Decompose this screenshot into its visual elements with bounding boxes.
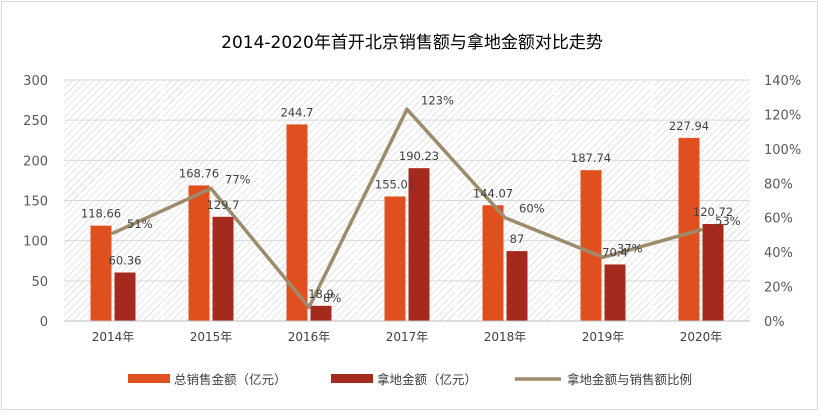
x-tick-label: 2018年 — [484, 330, 527, 344]
chart-title: 2014-2020年首开北京销售额与拿地金额对比走势 — [221, 32, 603, 53]
ratio-point — [307, 305, 311, 309]
bars-group — [90, 124, 724, 321]
land-data-label: 87 — [510, 232, 525, 246]
land-data-label: 129.7 — [207, 198, 240, 212]
land-data-label: 70.4 — [602, 245, 628, 259]
sales-bar — [90, 225, 112, 321]
legend-sales-label: 总销售金额（亿元） — [174, 372, 287, 387]
y-left-tick-label: 100 — [23, 235, 48, 250]
sales-bar — [482, 205, 504, 321]
ratio-point — [503, 216, 507, 220]
sales-data-label: 244.7 — [281, 105, 314, 119]
sales-data-label: 227.94 — [669, 119, 709, 133]
ratio-point — [111, 231, 115, 235]
ratio-point — [405, 107, 409, 111]
legend-land-label: 拿地金额（亿元） — [377, 372, 477, 387]
land-data-label: 60.36 — [109, 254, 142, 268]
y-left-tick-label: 250 — [23, 114, 48, 129]
ratio-data-label: 60% — [519, 202, 545, 216]
axes-group: 0 50 100 150 200 250 300 0% 20% 40% 60% 80% 100% 120%… — [23, 74, 801, 344]
sales-data-label: 155.01 — [375, 177, 415, 191]
sales-data-label: 144.07 — [473, 186, 513, 200]
legend: 总销售金额（亿元） 拿地金额（亿元） 拿地金额与销售额比例 — [128, 372, 692, 387]
land-data-label: 190.23 — [399, 149, 439, 163]
y-left-tick-label: 0 — [40, 315, 48, 330]
x-tick-label: 2015年 — [190, 330, 233, 344]
land-bar — [604, 264, 626, 321]
x-tick-label: 2019年 — [582, 330, 625, 344]
y-right-tick-label: 60% — [764, 212, 793, 227]
y-left-tick-label: 300 — [23, 74, 48, 89]
land-data-label: 18.9 — [308, 287, 334, 301]
ratio-data-label: 123% — [421, 93, 454, 107]
sales-data-label: 168.76 — [179, 166, 219, 180]
y-right-tick-label: 140% — [764, 74, 801, 89]
data-labels-group: 118.66 168.76 244.7 155.01 144.07 187.74 227.9… — [81, 93, 741, 305]
legend-ratio-label: 拿地金额与销售额比例 — [567, 372, 692, 387]
sales-bar — [188, 185, 210, 321]
x-tick-label: 2017年 — [386, 330, 429, 344]
y-right-tick-label: 120% — [764, 108, 801, 123]
sales-data-label: 187.74 — [571, 151, 611, 165]
land-bar — [114, 272, 136, 321]
ratio-line-group — [111, 107, 703, 309]
ratio-data-label: 53% — [715, 214, 741, 228]
y-right-tick-label: 40% — [764, 246, 793, 261]
ratio-data-label: 8% — [323, 291, 341, 305]
land-bar — [702, 224, 724, 321]
sales-bar — [286, 124, 308, 321]
land-bar — [212, 216, 234, 321]
y-left-tick-label: 200 — [23, 154, 48, 169]
y-right-tick-label: 0% — [764, 315, 785, 330]
sales-bar — [384, 196, 406, 321]
y-right-tick-label: 80% — [764, 177, 793, 192]
ratio-point — [209, 186, 213, 190]
x-tick-label: 2016年 — [288, 330, 331, 344]
ratio-point — [699, 228, 703, 232]
ratio-point — [601, 255, 605, 259]
land-bar — [408, 168, 430, 321]
sales-data-label: 118.66 — [81, 207, 121, 221]
y-left-tick-label: 150 — [23, 195, 48, 210]
y-right-tick-label: 20% — [764, 281, 793, 296]
sales-bar — [678, 137, 700, 321]
land-bar — [506, 251, 528, 321]
land-bar — [310, 305, 332, 321]
x-tick-label: 2020年 — [680, 330, 723, 344]
y-right-tick-label: 100% — [764, 143, 801, 158]
legend-land-swatch — [331, 374, 373, 383]
land-data-label: 120.72 — [693, 205, 733, 219]
ratio-data-label: 77% — [225, 172, 251, 186]
sales-bar — [580, 170, 602, 321]
ratio-data-label: 51% — [127, 217, 153, 231]
y-left-tick-label: 50 — [31, 275, 48, 290]
x-tick-label: 2014年 — [92, 330, 135, 344]
ratio-data-label: 37% — [617, 241, 643, 255]
legend-sales-swatch — [128, 374, 170, 383]
